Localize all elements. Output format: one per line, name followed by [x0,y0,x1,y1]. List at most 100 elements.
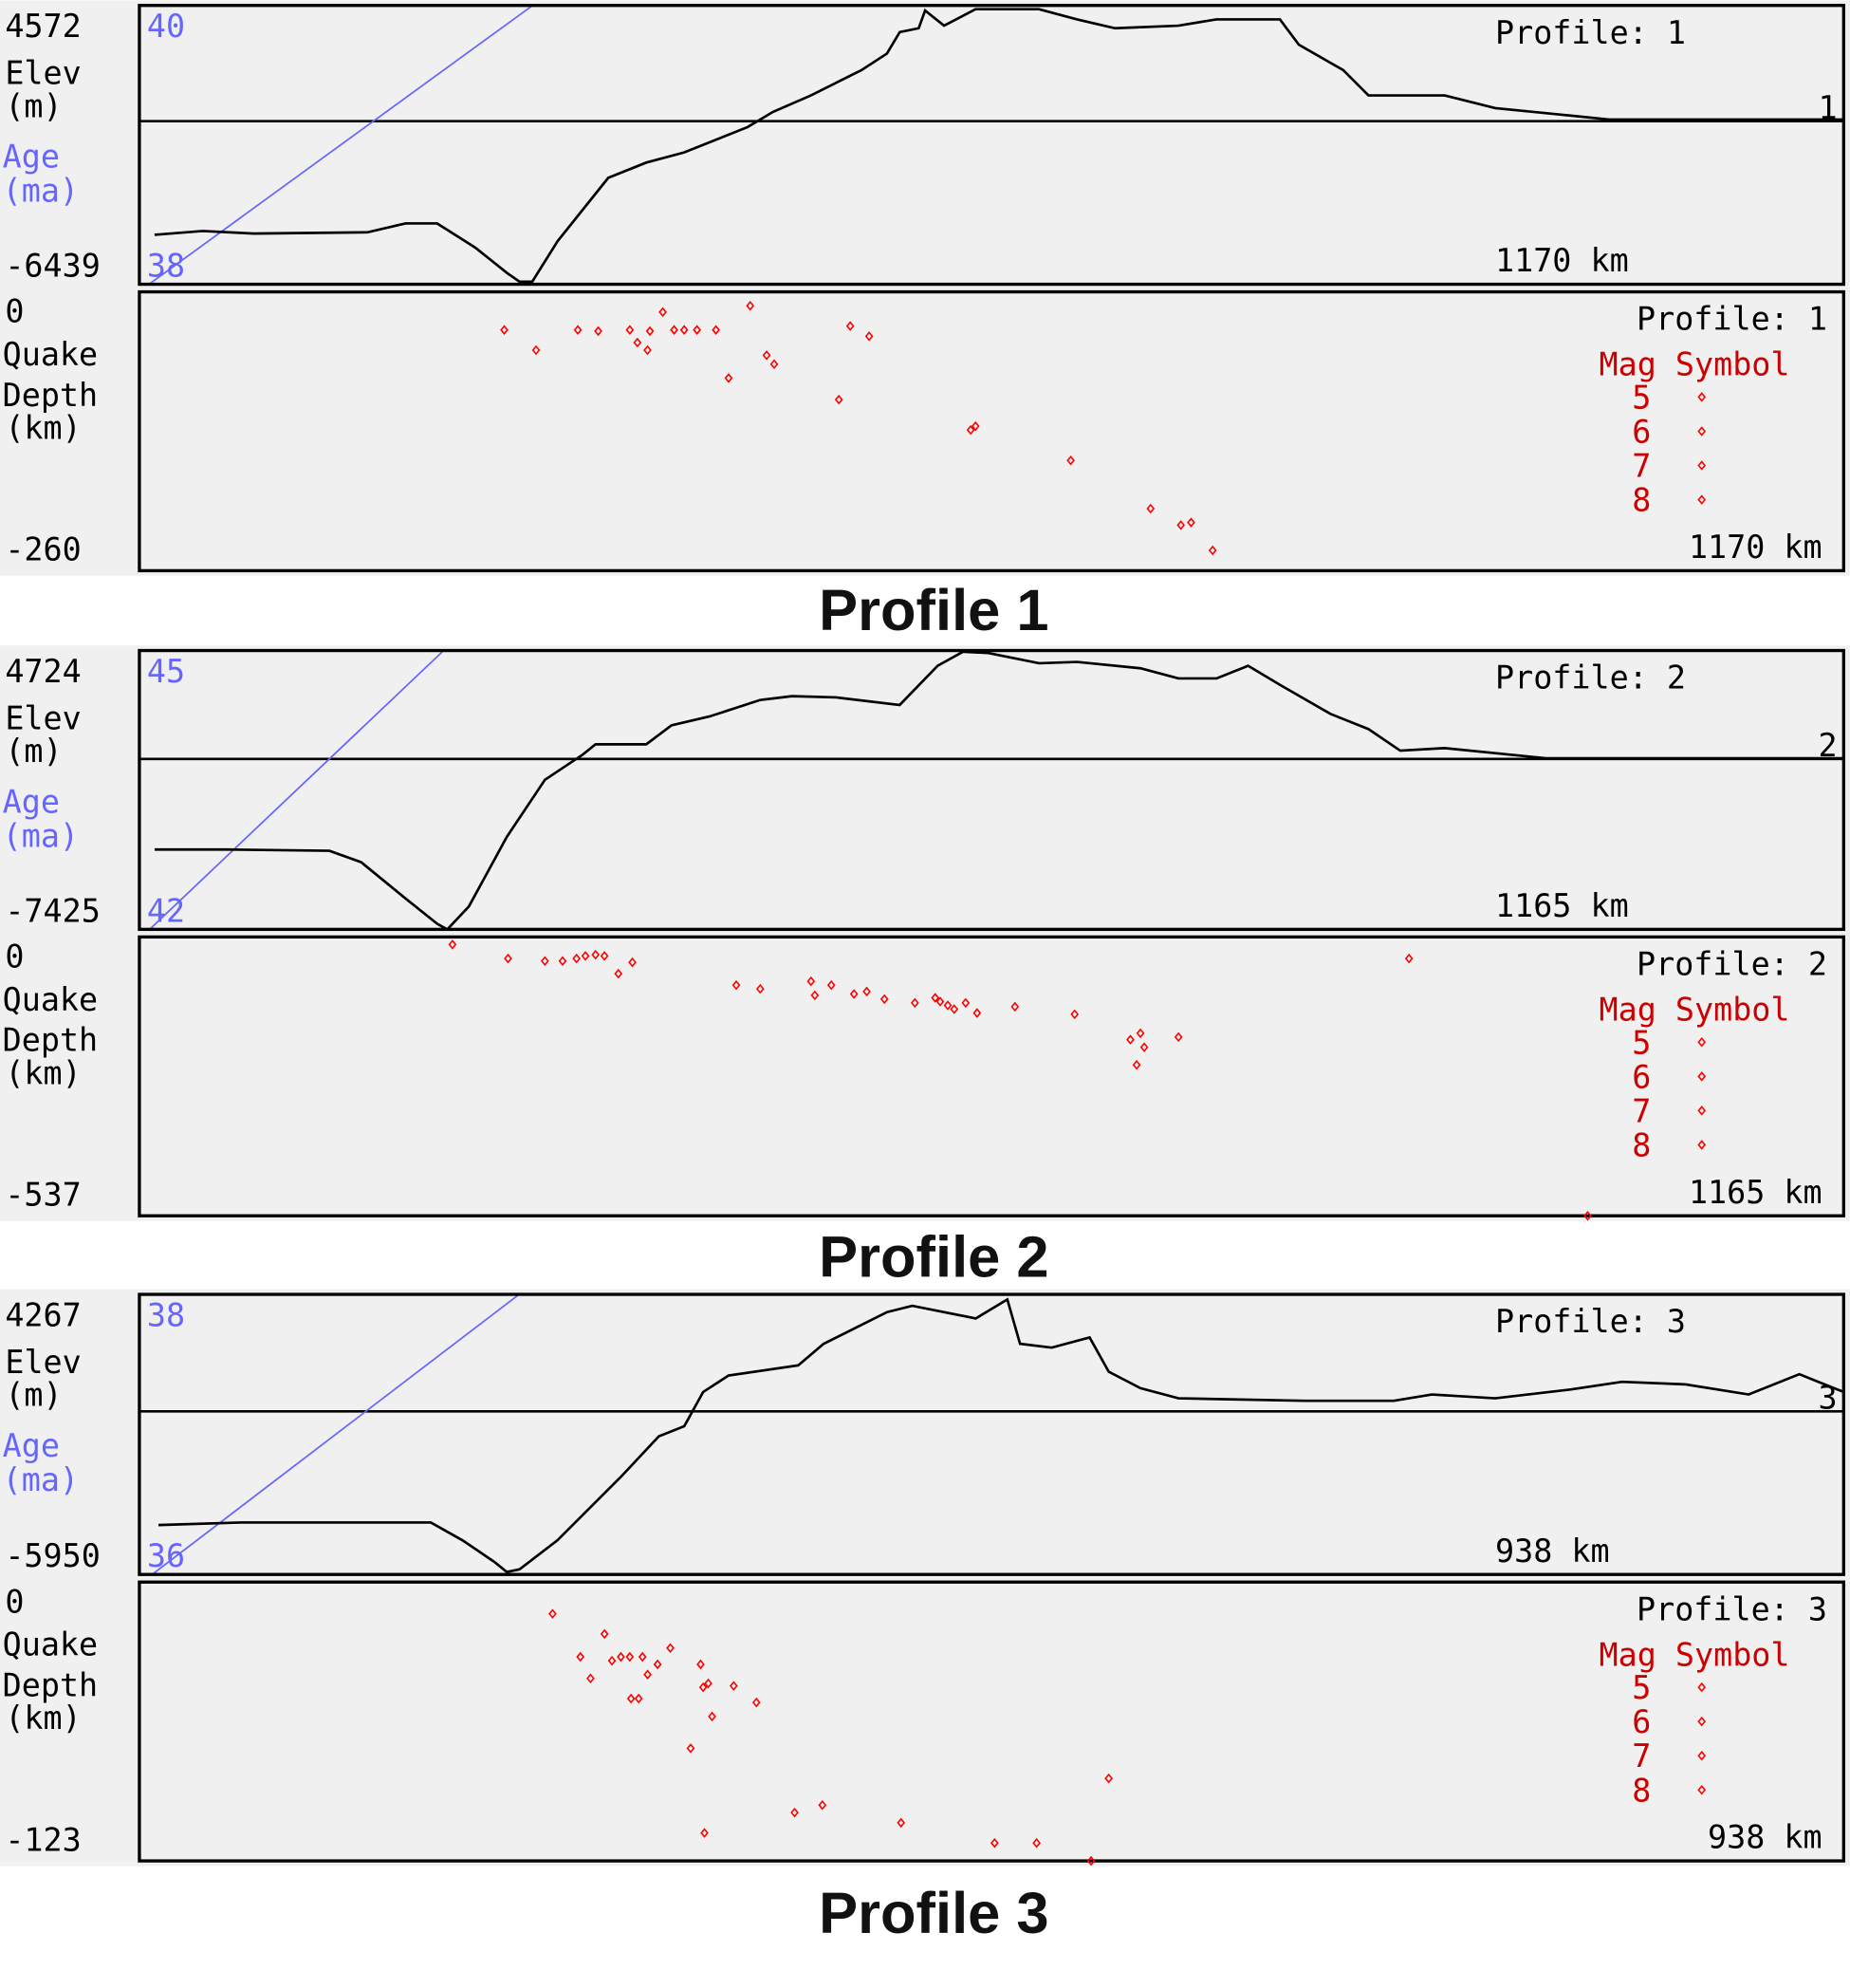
elevation-panel-frame [138,1292,1845,1576]
quake-point [600,951,609,961]
distance-label: 938 km [1495,1533,1610,1570]
depth-axis-label: Depth [3,1022,98,1059]
legend-title: Mag Symbol [1600,346,1790,383]
quake-point [1583,1210,1592,1221]
quake-point [617,1651,625,1663]
quake-point [961,997,971,1009]
depth-max-label: 0 [5,1583,24,1620]
age-min-label: 36 [147,1537,185,1574]
quake-point [558,956,567,967]
age-line [147,5,533,285]
quake-point [531,344,541,356]
profile-end-number: 3 [1819,1380,1838,1417]
elev-axis-label: Elev [5,55,81,92]
quake-point [729,1681,738,1691]
quake-point [626,1693,636,1704]
quake-point [1187,517,1195,528]
depth-unit-label: (km) [5,410,81,447]
quake-point [990,1837,999,1849]
quake-point [724,373,733,383]
quake-point [1139,1042,1149,1052]
legend-symbol [1697,1140,1707,1150]
quake-point [972,1008,982,1018]
quake-point [897,1817,906,1829]
panel-background [0,645,1850,1221]
quake-point [746,301,755,311]
age-unit-label: (ma) [3,1461,79,1498]
quake-point [448,939,457,950]
profile-1 [0,0,1850,576]
quake-point [576,1651,585,1663]
profile-title: Profile 1 [819,578,1048,643]
quake-point [1174,1031,1183,1043]
elev-unit-label: (m) [5,1377,62,1414]
quake-point [818,1800,827,1811]
elev-unit-label: (m) [5,87,62,124]
quake-point [1086,1855,1096,1867]
legend-symbol [1697,1036,1707,1048]
age-max-label: 45 [147,653,185,690]
profile-label: Profile: 1 [1637,301,1827,338]
quake-point [1066,455,1076,466]
quake-point [1208,545,1217,556]
quake-point [704,1678,712,1689]
legend-mag-6: 6 [1632,1703,1651,1740]
quake-point [864,331,874,342]
profile-end-number: 1 [1819,89,1838,126]
depth-axis-label: Quake [3,981,98,1018]
elev-min-label: -7425 [5,892,100,929]
age-line [149,650,445,930]
age-unit-label: (ma) [3,818,79,855]
quake-point [643,344,652,356]
legend-mag-7: 7 [1632,448,1651,485]
legend-mag-5: 5 [1632,379,1651,416]
quake-point [950,1004,959,1014]
quake-point [700,1828,709,1838]
quake-point [755,983,765,994]
quake-point [1010,1001,1020,1013]
quake-point [845,321,855,331]
legend-mag-5: 5 [1632,1024,1651,1061]
quake-panel-frame [138,1580,1845,1863]
quake-point [540,956,549,967]
quake-point [1126,1034,1135,1045]
quake-point [1132,1060,1141,1070]
distance-label: 938 km [1708,1819,1822,1856]
quake-point [769,359,779,369]
quake-point [910,997,919,1009]
quake-point [826,979,836,991]
legend-mag-5: 5 [1632,1669,1651,1706]
quake-point [633,337,642,348]
legend-symbol [1697,1071,1707,1082]
quake-point [943,1000,953,1011]
quake-point [600,1628,609,1640]
quake-point [931,993,940,1003]
depth-axis-label: Depth [3,1666,98,1703]
quake-point [634,1693,643,1704]
age-max-label: 40 [147,8,185,45]
depth-min-label: -123 [5,1821,81,1858]
quake-point [790,1807,799,1818]
age-min-label: 42 [147,892,185,929]
quake-point [658,307,667,318]
quake-point [638,1651,647,1663]
legend-symbol [1697,494,1707,505]
quake-point [666,1643,675,1654]
quake-point [643,1669,652,1680]
elev-max-label: 4267 [5,1296,81,1333]
legend-title: Mag Symbol [1600,1636,1790,1673]
depth-unit-label: (km) [5,1700,81,1737]
legend-symbol [1697,1681,1707,1693]
quake-point [971,420,980,432]
quake-point [586,1673,595,1684]
quake-panel-frame [138,935,1845,1217]
age-line [151,1294,520,1575]
distance-label: 1170 km [1495,242,1629,279]
quake-point [686,1743,695,1754]
quake-point [693,325,702,335]
legend-mag-7: 7 [1632,1092,1651,1129]
profile-title: Profile 3 [819,1881,1048,1946]
panel-background [0,1289,1850,1867]
quake-point [751,1697,761,1708]
